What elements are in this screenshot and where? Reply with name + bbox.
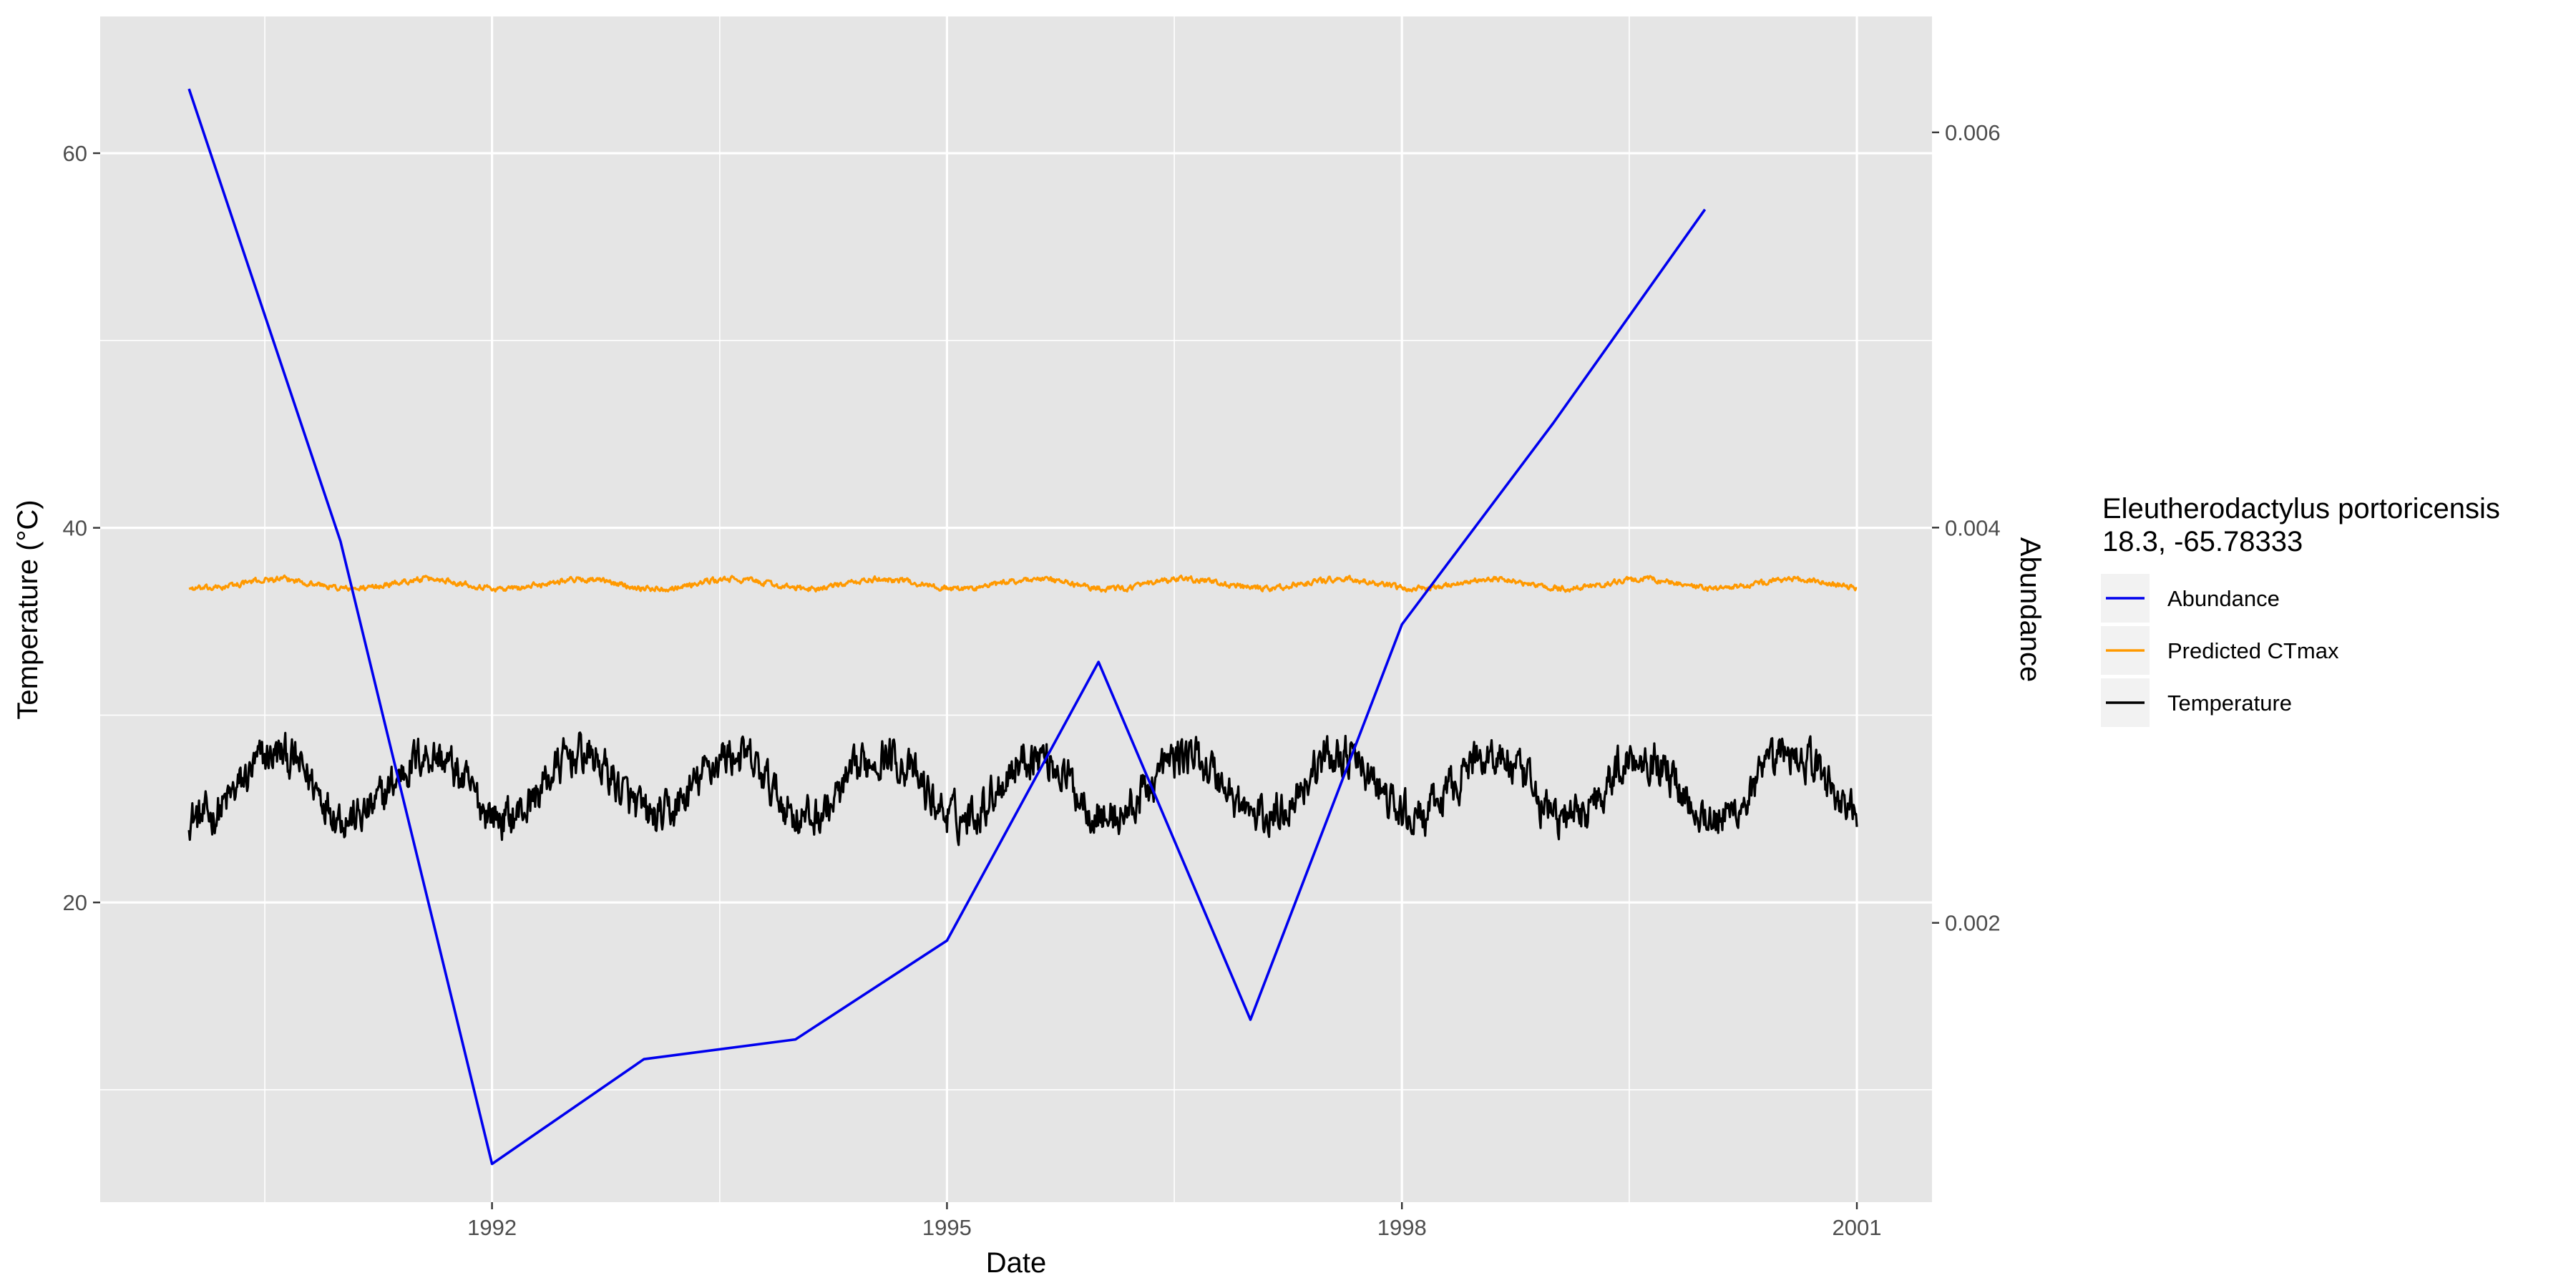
legend-label: Abundance (2167, 586, 2280, 611)
legend-title-line1: Eleutherodactylus portoricensis (2102, 493, 2500, 525)
series-layer (187, 88, 1858, 1166)
y2-tick-label: 0.006 (1945, 120, 2001, 145)
x-tick-label: 1998 (1377, 1215, 1427, 1240)
x-tick-label: 1992 (467, 1215, 517, 1240)
y-axis-title: Temperature (°C) (12, 499, 44, 719)
y-tick-label: 60 (63, 141, 87, 166)
y-tick-label: 20 (63, 890, 87, 915)
legend-label: Temperature (2167, 691, 2292, 716)
series-line-predicted-ctmax (188, 574, 1858, 593)
series-line-temperature (187, 731, 1858, 847)
grid-major (100, 16, 1932, 1202)
grid-minor (100, 16, 1932, 1202)
y2-tick-label: 0.004 (1945, 515, 2001, 540)
x-axis-title: Date (986, 1247, 1047, 1279)
y-tick-label: 40 (63, 516, 87, 541)
legend-label: Predicted CTmax (2167, 638, 2339, 663)
plot-panel (100, 16, 1932, 1202)
x-tick-label: 2001 (1833, 1215, 1882, 1240)
y2-axis-title: Abundance (2014, 537, 2046, 682)
legend-items: Abundance Predicted CTmax Temperature (2101, 574, 2339, 727)
y2-tick-label: 0.002 (1945, 911, 2001, 936)
axes-layer: 1992 1995 1998 2001 20 40 60 0.002 0.004 0.006 (63, 120, 2001, 1240)
legend-title-line2: 18.3, -65.78333 (2102, 526, 2303, 557)
legend: Eleutherodactylus portoricensis 18.3, -6… (2101, 493, 2500, 727)
series-line-abundance (187, 88, 1707, 1166)
x-tick-label: 1995 (922, 1215, 972, 1240)
